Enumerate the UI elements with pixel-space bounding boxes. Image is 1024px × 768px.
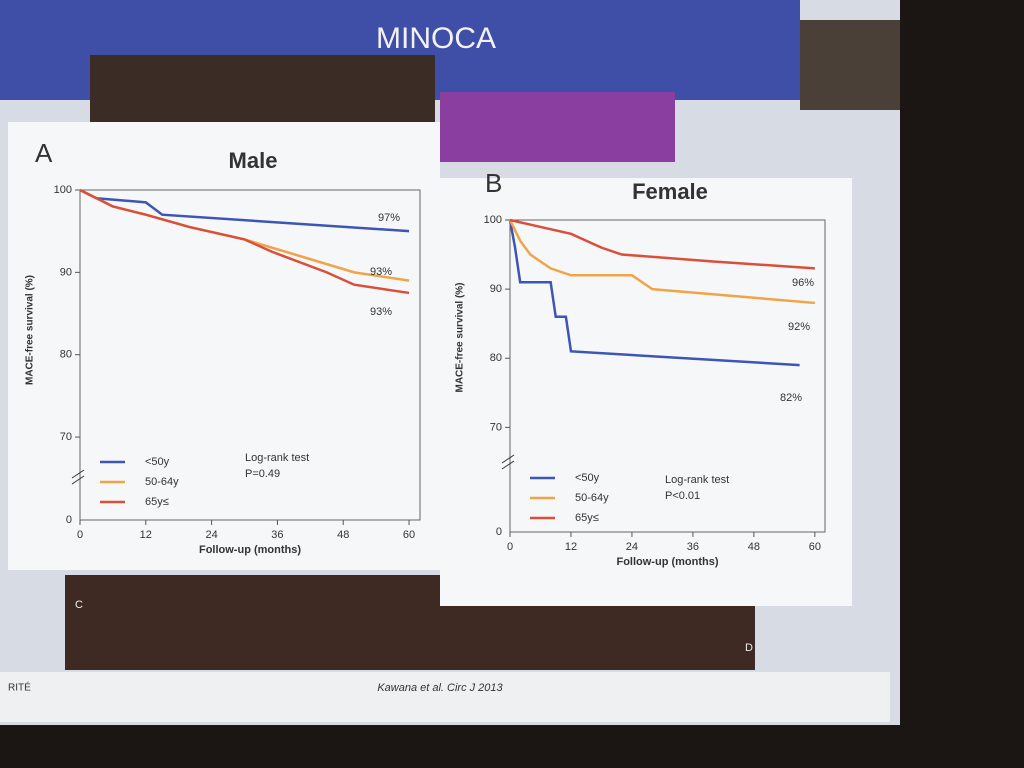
x-tick-label: 48 <box>748 541 760 553</box>
survival-curve <box>509 218 815 270</box>
p-value: P=0.49 <box>245 468 280 480</box>
x-tick-label: 36 <box>271 529 283 541</box>
legend-label: <50y <box>575 472 600 484</box>
test-label: Log-rank test <box>665 474 729 486</box>
survival-curve <box>508 219 815 305</box>
legend-label: <50y <box>145 456 170 468</box>
axis-break <box>501 460 515 470</box>
axis-break <box>71 475 85 485</box>
image-label: D <box>745 642 753 654</box>
x-axis-label: Follow-up (months) <box>616 556 718 568</box>
test-label: Log-rank test <box>245 452 309 464</box>
p-value: P<0.01 <box>665 490 700 502</box>
y-tick-label: 100 <box>484 214 502 226</box>
chart-title: Female <box>632 179 708 204</box>
x-axis-label: Follow-up (months) <box>199 544 301 556</box>
x-tick-label: 24 <box>626 541 638 553</box>
panel-a <box>8 122 440 570</box>
legend-label: 65y≤ <box>145 496 169 508</box>
x-tick-label: 60 <box>809 541 821 553</box>
y-tick-label: 80 <box>490 352 502 364</box>
y-axis-label: MACE-free survival (%) <box>25 275 36 385</box>
annotation: 93% <box>370 306 392 318</box>
footer-left: RITÉ <box>8 681 31 694</box>
annotation: 82% <box>780 392 802 404</box>
x-tick-label: 60 <box>403 529 415 541</box>
y-tick-label: 0 <box>496 526 502 538</box>
legend-label: 65y≤ <box>575 512 599 524</box>
x-tick-label: 12 <box>565 541 577 553</box>
axis-break <box>71 469 85 479</box>
annotation: 92% <box>788 321 810 333</box>
axis-break <box>501 454 515 464</box>
y-tick-label: 100 <box>54 184 72 196</box>
y-tick-label: 70 <box>60 431 72 443</box>
image-label: C <box>75 599 83 611</box>
y-tick-label: 90 <box>490 283 502 295</box>
citation: Kawana et al. Circ J 2013 <box>377 682 503 694</box>
panel-label: A <box>35 138 53 168</box>
x-tick-label: 36 <box>687 541 699 553</box>
x-tick-label: 48 <box>337 529 349 541</box>
x-tick-label: 0 <box>507 541 513 553</box>
y-axis-label: MACE-free survival (%) <box>455 282 466 392</box>
legend-label: 50-64y <box>575 492 609 504</box>
legend-label: 50-64y <box>145 476 179 488</box>
survival-curve <box>79 188 410 295</box>
slide-title: MINOCA <box>376 22 496 55</box>
panel-b <box>440 178 852 606</box>
annotation: 96% <box>792 277 814 289</box>
plot-frame <box>509 219 826 533</box>
annotation: 93% <box>370 266 392 278</box>
x-tick-label: 24 <box>205 529 217 541</box>
header-image <box>800 20 900 110</box>
panel-label: B <box>485 168 502 198</box>
x-tick-label: 12 <box>140 529 152 541</box>
y-tick-label: 70 <box>490 421 502 433</box>
x-tick-label: 0 <box>77 529 83 541</box>
y-tick-label: 0 <box>66 514 72 526</box>
perfusion-image <box>440 92 675 162</box>
y-tick-label: 80 <box>60 349 72 361</box>
annotation: 97% <box>378 212 400 224</box>
survival-curve <box>508 219 800 367</box>
y-tick-label: 90 <box>60 266 72 278</box>
chart-title: Male <box>229 148 278 173</box>
footer <box>0 672 890 722</box>
